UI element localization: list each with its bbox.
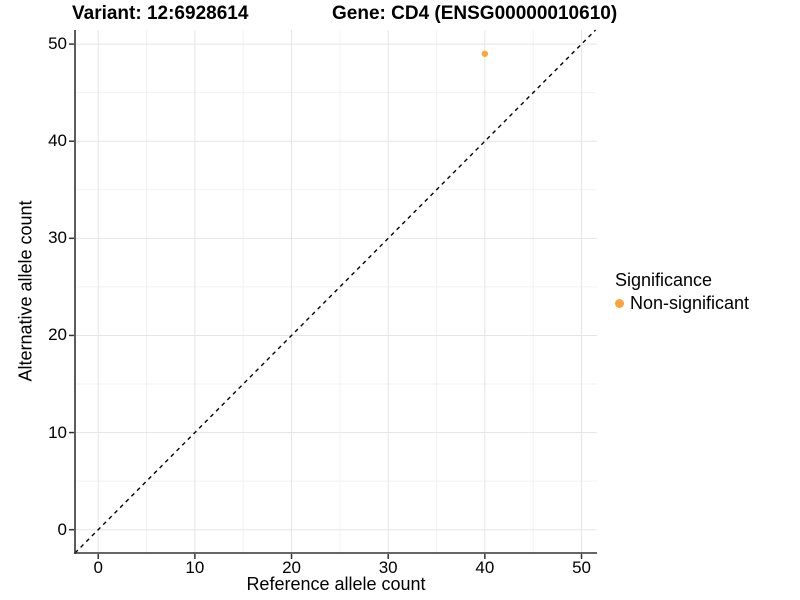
plot-title-gene: Gene: CD4 (ENSG00000010610)	[332, 3, 618, 24]
legend: Significance Non-significant	[615, 270, 749, 313]
y-tick-label: 10	[48, 422, 67, 442]
x-tick-label: 40	[475, 558, 495, 577]
x-axis-label: Reference allele count	[246, 574, 426, 594]
x-tick-label: 20	[282, 558, 301, 577]
data-point	[481, 50, 489, 57]
plot-title-variant: Variant: 12:6928614	[72, 3, 249, 24]
legend-item-label: Non-significant	[630, 293, 750, 313]
y-tick-label: 30	[48, 228, 67, 248]
x-tick-label: 30	[378, 558, 398, 577]
x-tick-label: 0	[93, 558, 103, 577]
legend-point-icon	[615, 298, 624, 308]
y-tick-label: 40	[48, 131, 67, 151]
y-tick-label: 0	[57, 519, 67, 539]
y-axis-label: Alternative allele count	[15, 200, 36, 382]
legend-title: Significance	[615, 270, 713, 290]
identity-dashed-line	[74, 29, 597, 554]
y-tick-label: 20	[48, 325, 67, 345]
x-tick-label: 50	[572, 558, 591, 577]
y-tick-label: 50	[48, 34, 67, 54]
legend-item: Non-significant	[615, 293, 749, 313]
x-tick-label: 10	[185, 558, 205, 577]
